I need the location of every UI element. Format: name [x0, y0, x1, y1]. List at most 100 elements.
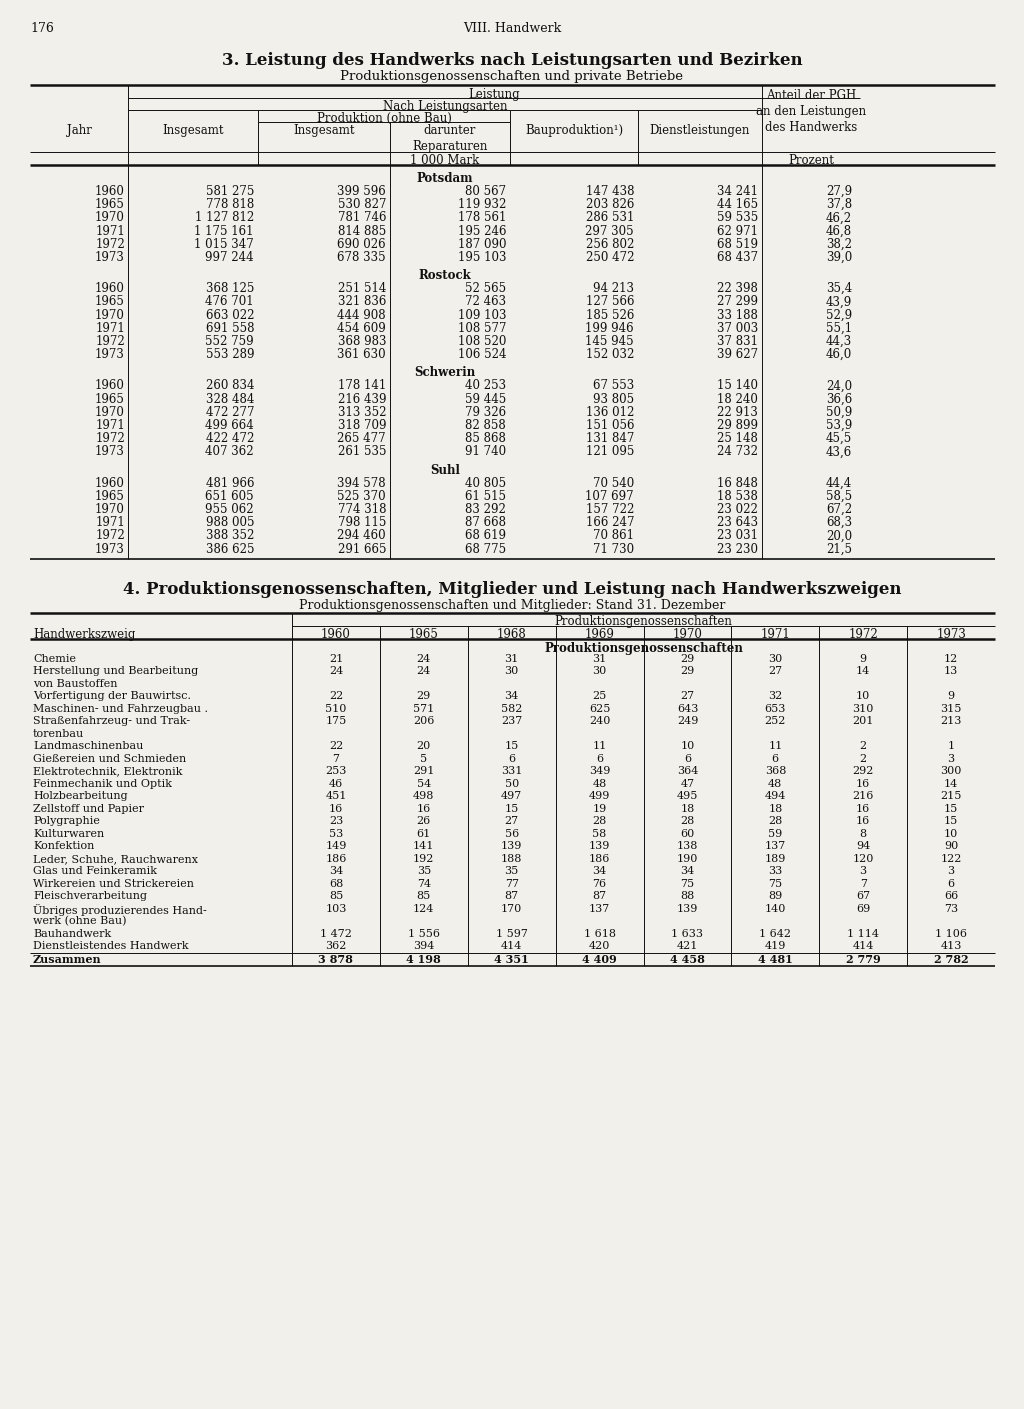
- Text: 58,5: 58,5: [826, 490, 852, 503]
- Text: 494: 494: [765, 792, 786, 802]
- Text: Leder, Schuhe, Rauchwarenx: Leder, Schuhe, Rauchwarenx: [33, 854, 198, 864]
- Text: 955 062: 955 062: [206, 503, 254, 516]
- Text: 1973: 1973: [95, 251, 125, 263]
- Text: 23 031: 23 031: [717, 530, 758, 542]
- Text: 2: 2: [859, 754, 866, 764]
- Text: 364: 364: [677, 766, 698, 776]
- Text: 774 318: 774 318: [338, 503, 386, 516]
- Text: 27 299: 27 299: [717, 296, 758, 309]
- Text: 388 352: 388 352: [206, 530, 254, 542]
- Text: 1973: 1973: [936, 628, 966, 641]
- Text: 394 578: 394 578: [337, 476, 386, 489]
- Text: 34: 34: [329, 867, 343, 876]
- Text: 8: 8: [859, 828, 866, 838]
- Text: 206: 206: [413, 716, 434, 726]
- Text: 15: 15: [944, 816, 958, 826]
- Text: 195 246: 195 246: [458, 224, 506, 238]
- Text: 525 370: 525 370: [337, 490, 386, 503]
- Text: 1 472: 1 472: [319, 929, 352, 938]
- Text: 1971: 1971: [95, 516, 125, 530]
- Text: 14: 14: [856, 666, 870, 676]
- Text: Kulturwaren: Kulturwaren: [33, 828, 104, 838]
- Text: 37,8: 37,8: [826, 199, 852, 211]
- Text: Gießereien und Schmieden: Gießereien und Schmieden: [33, 754, 186, 764]
- Text: 18: 18: [680, 803, 694, 814]
- Text: 201: 201: [853, 716, 873, 726]
- Text: 34 241: 34 241: [717, 185, 758, 199]
- Text: 1 127 812: 1 127 812: [195, 211, 254, 224]
- Text: 60: 60: [680, 828, 694, 838]
- Text: 510: 510: [326, 704, 347, 714]
- Text: 35: 35: [505, 867, 519, 876]
- Text: 10: 10: [944, 828, 958, 838]
- Text: 643: 643: [677, 704, 698, 714]
- Text: 1971: 1971: [95, 418, 125, 433]
- Text: 26: 26: [417, 816, 431, 826]
- Text: Produktionsgenossenschaften: Produktionsgenossenschaften: [555, 614, 732, 628]
- Text: 120: 120: [853, 854, 873, 864]
- Text: 23: 23: [329, 816, 343, 826]
- Text: 185 526: 185 526: [586, 309, 634, 321]
- Text: 23 643: 23 643: [717, 516, 758, 530]
- Text: Konfektion: Konfektion: [33, 841, 94, 851]
- Text: 75: 75: [680, 879, 694, 889]
- Text: 1973: 1973: [95, 348, 125, 361]
- Text: 6: 6: [684, 754, 691, 764]
- Text: 291: 291: [413, 766, 434, 776]
- Text: 256 802: 256 802: [586, 238, 634, 251]
- Text: 30: 30: [768, 654, 782, 664]
- Text: 798 115: 798 115: [338, 516, 386, 530]
- Text: 27: 27: [768, 666, 782, 676]
- Text: 140: 140: [765, 903, 786, 914]
- Text: 24: 24: [417, 654, 431, 664]
- Text: Rostock: Rostock: [419, 269, 471, 282]
- Text: 29: 29: [680, 654, 694, 664]
- Text: 3 878: 3 878: [318, 954, 353, 965]
- Text: 292: 292: [853, 766, 873, 776]
- Text: von Baustoffen: von Baustoffen: [33, 679, 118, 689]
- Text: Insgesamt: Insgesamt: [162, 124, 224, 137]
- Text: Straßenfahrzeug- und Trak-: Straßenfahrzeug- und Trak-: [33, 716, 190, 726]
- Text: 68 437: 68 437: [717, 251, 758, 263]
- Text: Dienstleistungen: Dienstleistungen: [650, 124, 751, 137]
- Text: 137: 137: [589, 903, 610, 914]
- Text: 54: 54: [417, 779, 431, 789]
- Text: 186: 186: [589, 854, 610, 864]
- Text: 419: 419: [765, 941, 786, 951]
- Text: 1972: 1972: [848, 628, 878, 641]
- Text: 553 289: 553 289: [206, 348, 254, 361]
- Text: 414: 414: [501, 941, 522, 951]
- Text: 30: 30: [593, 666, 606, 676]
- Text: 362: 362: [326, 941, 347, 951]
- Text: 29 899: 29 899: [717, 418, 758, 433]
- Text: 251 514: 251 514: [338, 282, 386, 296]
- Text: 7: 7: [333, 754, 339, 764]
- Text: 497: 497: [501, 792, 522, 802]
- Text: 73: 73: [944, 903, 958, 914]
- Text: 3. Leistung des Handwerks nach Leistungsarten und Bezirken: 3. Leistung des Handwerks nach Leistungs…: [221, 52, 803, 69]
- Text: 166 247: 166 247: [586, 516, 634, 530]
- Text: 6: 6: [947, 879, 954, 889]
- Text: 33: 33: [768, 867, 782, 876]
- Text: 108 520: 108 520: [458, 335, 506, 348]
- Text: 16: 16: [856, 816, 870, 826]
- Text: 85: 85: [417, 892, 431, 902]
- Text: Bauproduktion¹): Bauproduktion¹): [525, 124, 623, 137]
- Text: 67 553: 67 553: [593, 379, 634, 392]
- Text: 27: 27: [680, 692, 694, 702]
- Text: 131 847: 131 847: [586, 433, 634, 445]
- Text: 43,9: 43,9: [825, 296, 852, 309]
- Text: Zellstoff und Papier: Zellstoff und Papier: [33, 803, 144, 814]
- Text: 145 945: 145 945: [586, 335, 634, 348]
- Text: 361 630: 361 630: [337, 348, 386, 361]
- Text: 1972: 1972: [95, 530, 125, 542]
- Text: 138: 138: [677, 841, 698, 851]
- Text: 1 633: 1 633: [672, 929, 703, 938]
- Text: 48: 48: [593, 779, 606, 789]
- Text: Wirkereien und Strickereien: Wirkereien und Strickereien: [33, 879, 194, 889]
- Text: 7: 7: [860, 879, 866, 889]
- Text: 68 775: 68 775: [465, 542, 506, 555]
- Text: 85: 85: [329, 892, 343, 902]
- Text: 1965: 1965: [95, 490, 125, 503]
- Text: 124: 124: [413, 903, 434, 914]
